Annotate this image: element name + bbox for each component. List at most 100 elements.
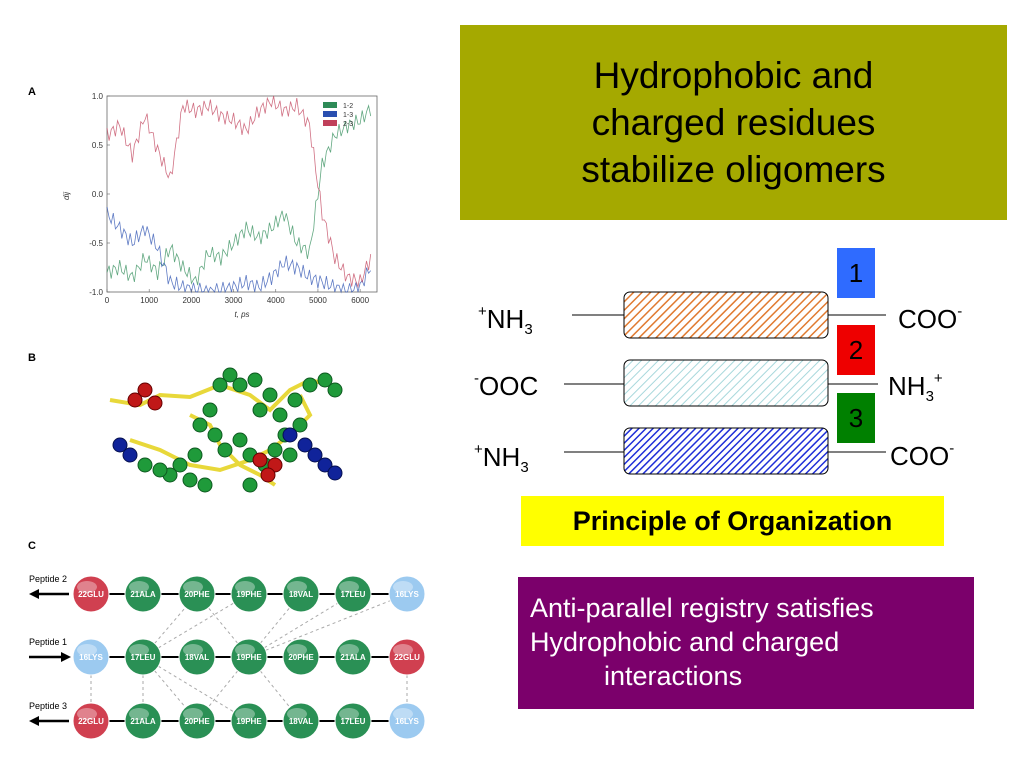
residue-node bbox=[334, 575, 372, 613]
residue-label: 22GLU bbox=[394, 653, 420, 662]
principle-label: Principle of Organization bbox=[521, 496, 944, 546]
x-axis-label: t, ps bbox=[234, 310, 249, 319]
residue-node bbox=[334, 638, 372, 676]
peptide-label: Peptide 2 bbox=[29, 574, 67, 584]
direction-arrow bbox=[29, 589, 39, 599]
strand-3 bbox=[623, 427, 829, 475]
title-line-2: charged residues bbox=[591, 102, 876, 143]
legend-label: 1-3 bbox=[343, 112, 353, 119]
left-label-1: +NH3 bbox=[478, 303, 533, 338]
x-tick-label: 5000 bbox=[309, 296, 327, 305]
conclusion-line-2: Hydrophobic and charged bbox=[530, 627, 840, 657]
legend-label: 2-3 bbox=[343, 121, 353, 128]
peptide-label: Peptide 1 bbox=[29, 637, 67, 647]
legend-swatch bbox=[323, 102, 337, 108]
distance-chart: 0 1000 2000 3000 4000 5000 6000 1.0 0.5 0.0 -0.5 -1… bbox=[62, 92, 378, 319]
x-tick-label: 1000 bbox=[140, 296, 158, 305]
molecular-structure-image bbox=[109, 367, 343, 493]
residue-label: 17LEU bbox=[341, 590, 366, 599]
residue-label: 16LYS bbox=[395, 590, 419, 599]
residue-node bbox=[124, 575, 162, 613]
residue-label: 22GLU bbox=[78, 717, 104, 726]
conclusion-box: Anti-parallel registry satisfies Hydroph… bbox=[518, 577, 974, 709]
residue-node bbox=[388, 575, 426, 613]
residue-node bbox=[388, 638, 426, 676]
conclusion-line-3: interactions bbox=[604, 661, 743, 691]
residue-label: 16LYS bbox=[395, 717, 419, 726]
legend-swatch bbox=[323, 120, 337, 126]
chart-legend: 1-2 1-3 2-3 bbox=[323, 102, 353, 128]
series-line-2-3 bbox=[106, 95, 372, 289]
title-line-3: stabilize oligomers bbox=[581, 149, 886, 190]
x-tick-label: 2000 bbox=[182, 296, 200, 305]
residue-label: 19PHE bbox=[236, 717, 262, 726]
residue-node bbox=[72, 575, 110, 613]
residue-label: 19PHE bbox=[236, 653, 262, 662]
residue-label: 18VAL bbox=[289, 717, 313, 726]
residue-label: 21ALA bbox=[340, 653, 366, 662]
y-axis-label: dij bbox=[62, 192, 71, 200]
panel-label-a: A bbox=[28, 86, 36, 98]
strand-2 bbox=[623, 359, 829, 407]
residue-label: 20PHE bbox=[184, 590, 210, 599]
residue-node bbox=[72, 702, 110, 740]
residue-label: 19PHE bbox=[236, 590, 262, 599]
x-tick-label: 3000 bbox=[225, 296, 243, 305]
residue-node bbox=[388, 702, 426, 740]
strand-diagram bbox=[564, 291, 886, 475]
residue-node bbox=[230, 575, 268, 613]
residue-node bbox=[124, 638, 162, 676]
residue-label: 20PHE bbox=[288, 653, 314, 662]
slide-title: Hydrophobic and charged residues stabili… bbox=[460, 25, 1007, 220]
residue-label: 22GLU bbox=[78, 590, 104, 599]
y-tick-label: 0.0 bbox=[92, 190, 104, 199]
x-tick-label: 6000 bbox=[351, 296, 369, 305]
peptide-row: Peptide 3 22GLU 21ALA 20PHE 19PHE 18VAL 17LEU 1… bbox=[29, 701, 426, 740]
residue-node bbox=[178, 702, 216, 740]
residue-node bbox=[230, 702, 268, 740]
residue-label: 21ALA bbox=[130, 717, 156, 726]
series-line-1-3 bbox=[106, 206, 372, 294]
right-label-2: NH3+ bbox=[888, 370, 943, 405]
residue-node bbox=[124, 702, 162, 740]
peptide-label: Peptide 3 bbox=[29, 701, 67, 711]
legend-swatch bbox=[323, 111, 337, 117]
y-tick-label: 0.5 bbox=[92, 141, 104, 150]
direction-arrow bbox=[29, 716, 39, 726]
residue-label: 20PHE bbox=[184, 717, 210, 726]
conclusion-line-1: Anti-parallel registry satisfies bbox=[530, 593, 874, 623]
x-tick-label: 0 bbox=[105, 296, 110, 305]
residue-node bbox=[178, 575, 216, 613]
peptide-row: Peptide 2 22GLU 21ALA 20PHE 19PHE 18VAL 17LEU 1… bbox=[29, 574, 426, 613]
strand-number-3: 3 bbox=[837, 393, 875, 443]
residue-node bbox=[178, 638, 216, 676]
strand-1 bbox=[623, 291, 829, 339]
residue-node bbox=[282, 575, 320, 613]
residue-label: 16LYS bbox=[79, 653, 103, 662]
peptide-row: Peptide 1 16LYS 17LEU 18VAL 19PHE 20PHE 21ALA 2… bbox=[29, 637, 426, 676]
residue-label: 17LEU bbox=[341, 717, 366, 726]
residue-label: 17LEU bbox=[131, 653, 156, 662]
direction-arrow bbox=[61, 652, 71, 662]
residue-node bbox=[282, 702, 320, 740]
right-label-3: COO- bbox=[890, 440, 955, 471]
x-tick-label: 4000 bbox=[267, 296, 285, 305]
y-tick-label: 1.0 bbox=[92, 92, 104, 101]
y-tick-label: -1.0 bbox=[89, 288, 103, 297]
residue-node bbox=[230, 638, 268, 676]
residue-label: 21ALA bbox=[130, 590, 156, 599]
y-tick-label: -0.5 bbox=[89, 239, 103, 248]
right-label-1: COO- bbox=[898, 303, 963, 334]
left-label-3: +NH3 bbox=[474, 441, 529, 476]
title-line-1: Hydrophobic and bbox=[593, 55, 874, 96]
residue-node bbox=[72, 638, 110, 676]
residue-label: 18VAL bbox=[185, 653, 209, 662]
strand-number-2: 2 bbox=[837, 325, 875, 375]
strand-number-1: 1 bbox=[837, 248, 875, 298]
residue-label: 18VAL bbox=[289, 590, 313, 599]
panel-label-b: B bbox=[28, 352, 36, 364]
series-line-1-2 bbox=[106, 104, 372, 286]
panel-label-c: C bbox=[28, 540, 36, 552]
residue-contact-map: Peptide 2 22GLU 21ALA 20PHE 19PHE 18VAL 17LEU 1… bbox=[29, 574, 426, 740]
residue-node bbox=[334, 702, 372, 740]
